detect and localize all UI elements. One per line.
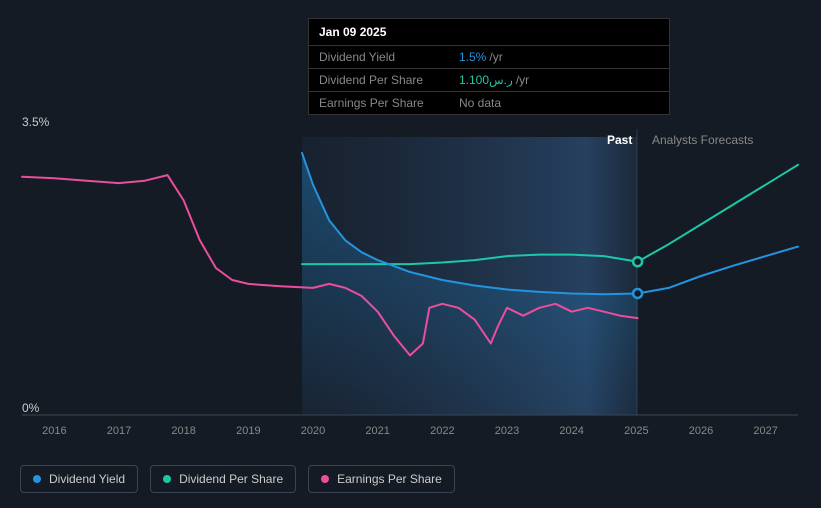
tooltip-row-value: ر.س1.100	[459, 73, 513, 87]
tooltip-row-unit: /yr	[516, 73, 529, 87]
tooltip-row: Dividend Per Shareر.س1.100/yr	[309, 68, 669, 91]
x-axis-label: 2018	[171, 425, 195, 437]
x-axis-label: 2019	[236, 425, 260, 437]
x-axis-label: 2027	[753, 425, 777, 437]
legend-item[interactable]: Earnings Per Share	[308, 465, 455, 493]
tooltip-row-value: 1.5%	[459, 50, 486, 64]
y-axis-label: 0%	[22, 401, 39, 415]
chart-svg	[0, 105, 821, 440]
x-axis-label: 2020	[301, 425, 325, 437]
legend-item[interactable]: Dividend Per Share	[150, 465, 296, 493]
x-axis-label: 2021	[365, 425, 389, 437]
y-axis-label: 3.5%	[22, 115, 49, 129]
tooltip-row: Dividend Yield1.5%/yr	[309, 45, 669, 68]
chart-area: 3.5% 0% 2016 2017 2018 2019 2020 2021 2022 2023 2…	[0, 105, 821, 440]
x-axis-label: 2016	[42, 425, 66, 437]
legend-label: Dividend Per Share	[179, 472, 283, 486]
legend-dot-icon	[33, 475, 41, 483]
tooltip-row-label: Dividend Per Share	[319, 73, 459, 87]
chart-tooltip: Jan 09 2025 Dividend Yield1.5%/yrDividen…	[308, 18, 670, 115]
tooltip-row-label: Dividend Yield	[319, 50, 459, 64]
forecast-label: Analysts Forecasts	[652, 133, 753, 147]
x-axis-label: 2024	[559, 425, 583, 437]
tooltip-date: Jan 09 2025	[309, 19, 669, 45]
past-label: Past	[607, 133, 632, 147]
x-axis-label: 2025	[624, 425, 648, 437]
x-axis-label: 2023	[495, 425, 519, 437]
tooltip-row-unit: /yr	[489, 50, 502, 64]
x-axis-label: 2022	[430, 425, 454, 437]
legend-label: Dividend Yield	[49, 472, 125, 486]
x-axis-label: 2026	[689, 425, 713, 437]
legend: Dividend Yield Dividend Per Share Earnings…	[20, 465, 455, 493]
legend-item[interactable]: Dividend Yield	[20, 465, 138, 493]
legend-dot-icon	[321, 475, 329, 483]
legend-label: Earnings Per Share	[337, 472, 442, 486]
legend-dot-icon	[163, 475, 171, 483]
x-axis-label: 2017	[107, 425, 131, 437]
